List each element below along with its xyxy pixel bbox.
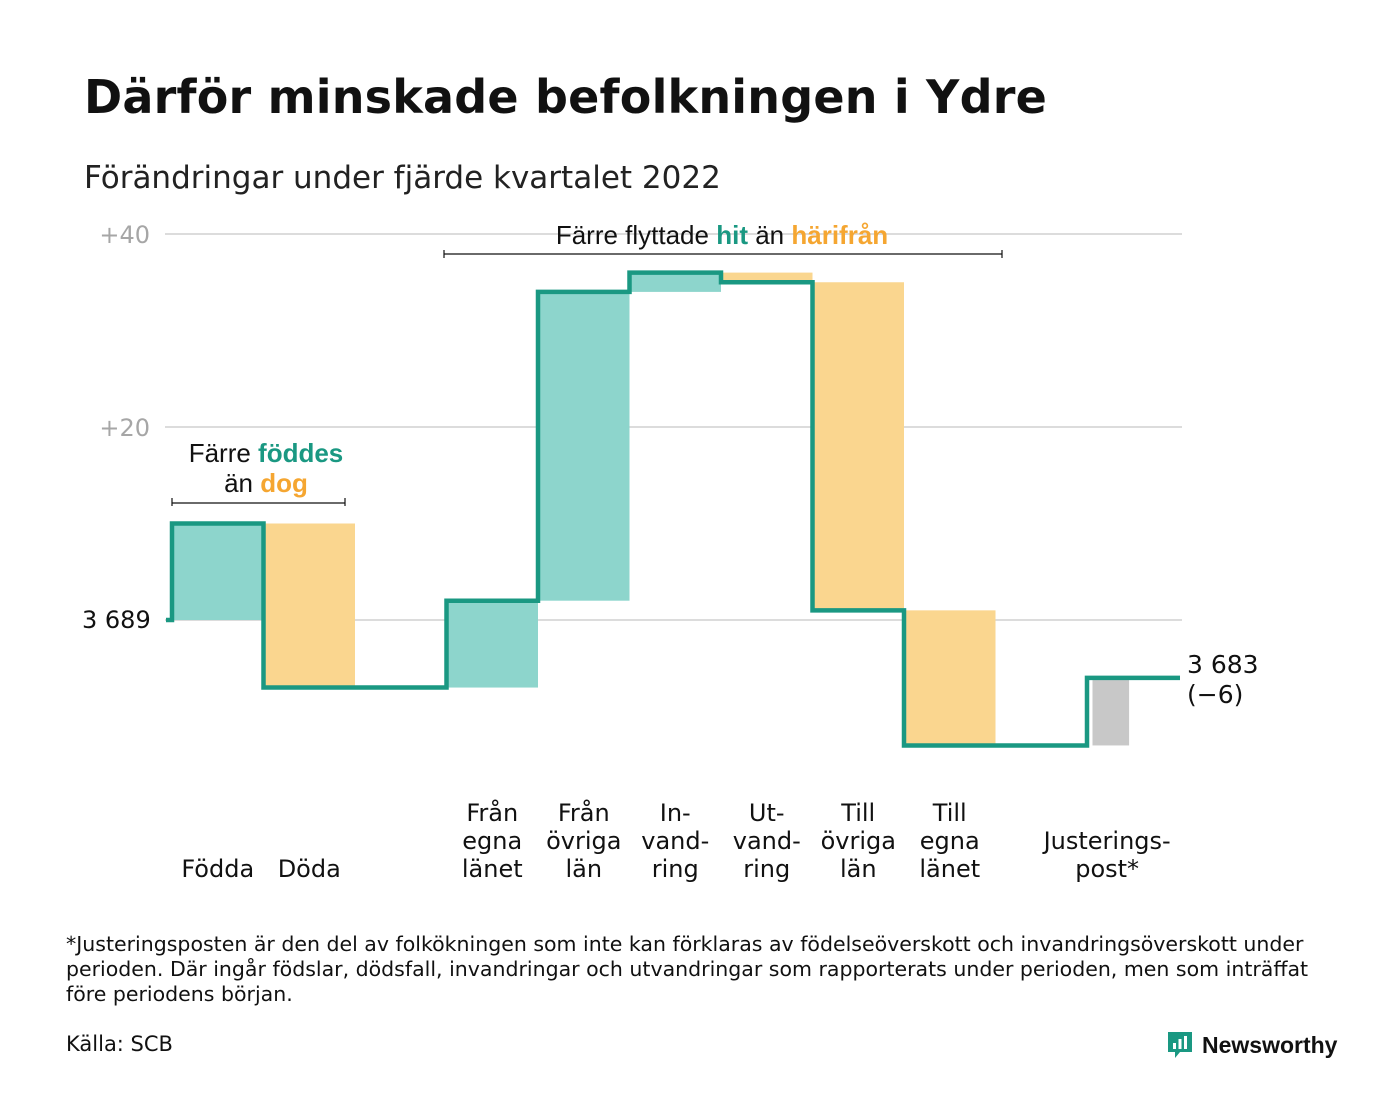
category-label: länet xyxy=(462,855,523,883)
annotation-migration-middle: än xyxy=(748,220,791,250)
annotation-natural-line2: än dog xyxy=(224,468,308,498)
annotation-natural-highlight-deaths: dog xyxy=(260,468,308,498)
annotation-migration-highlight-in: hit xyxy=(716,220,748,250)
end-change-label: (−6) xyxy=(1187,680,1243,709)
category-label: Justerings- xyxy=(1042,827,1171,855)
annotation-migration-prefix: Färre flyttade xyxy=(556,220,716,250)
category-label: egna xyxy=(462,827,522,855)
page-subtitle: Förändringar under fjärde kvartalet 2022 xyxy=(84,160,721,196)
y-tick-label: +40 xyxy=(99,221,150,249)
category-label: ring xyxy=(652,855,699,883)
category-label: Döda xyxy=(278,855,341,883)
category-label: post* xyxy=(1075,855,1139,883)
brand-name: Newsworthy xyxy=(1202,1031,1338,1058)
annotation-natural-middle: än xyxy=(224,468,260,498)
waterfall-bar xyxy=(263,523,355,688)
waterfall-bar xyxy=(1092,677,1130,746)
category-label: länet xyxy=(919,855,980,883)
step-line-layer xyxy=(166,270,1180,748)
annotation-natural-highlight-births: föddes xyxy=(258,438,343,468)
waterfall-bar xyxy=(629,272,721,292)
category-label: län xyxy=(840,855,877,883)
y-tick-label: +20 xyxy=(99,414,150,442)
category-label: Födda xyxy=(181,855,254,883)
bar-layer xyxy=(172,272,1130,746)
waterfall-bar xyxy=(721,272,813,283)
brand-logo: Newsworthy xyxy=(1166,1030,1337,1060)
annotation-migration-bracket xyxy=(443,250,1003,258)
category-label: In- xyxy=(660,799,691,827)
waterfall-bar xyxy=(812,282,904,611)
annotation-natural-prefix: Färre xyxy=(189,438,258,468)
annotation-migration: Färre flyttade hit än härifrån xyxy=(556,220,888,250)
annotation-migration-highlight-out: härifrån xyxy=(791,220,888,250)
end-value-label: 3 683 xyxy=(1187,650,1259,679)
waterfall-bar xyxy=(172,523,264,620)
waterfall-bar xyxy=(446,600,538,688)
bar-chart-speech-bubble-icon xyxy=(1168,1032,1192,1058)
category-label: ring xyxy=(743,855,790,883)
footnote: *Justeringsposten är den del av folkökni… xyxy=(66,932,1309,1006)
category-label: övriga xyxy=(546,827,621,855)
category-label: egna xyxy=(920,827,980,855)
category-label: Ut- xyxy=(749,799,785,827)
annotation-natural-bracket xyxy=(171,498,346,506)
step-line xyxy=(166,270,1180,748)
source-label: Källa: SCB xyxy=(66,1032,173,1056)
category-label: Till xyxy=(932,799,967,827)
category-label: Från xyxy=(466,798,518,827)
start-value-label: 3 689 xyxy=(82,606,151,634)
category-label: Från xyxy=(558,798,610,827)
waterfall-bar xyxy=(538,291,630,601)
annotation-natural-line1: Färre föddes xyxy=(189,438,344,468)
page-title: Därför minskade befolkningen i Ydre xyxy=(84,70,1047,124)
category-label: övriga xyxy=(821,827,896,855)
category-label: vand- xyxy=(733,827,801,855)
category-label: vand- xyxy=(641,827,709,855)
waterfall-bar xyxy=(904,610,996,746)
category-label: län xyxy=(565,855,602,883)
category-label: Till xyxy=(840,799,875,827)
